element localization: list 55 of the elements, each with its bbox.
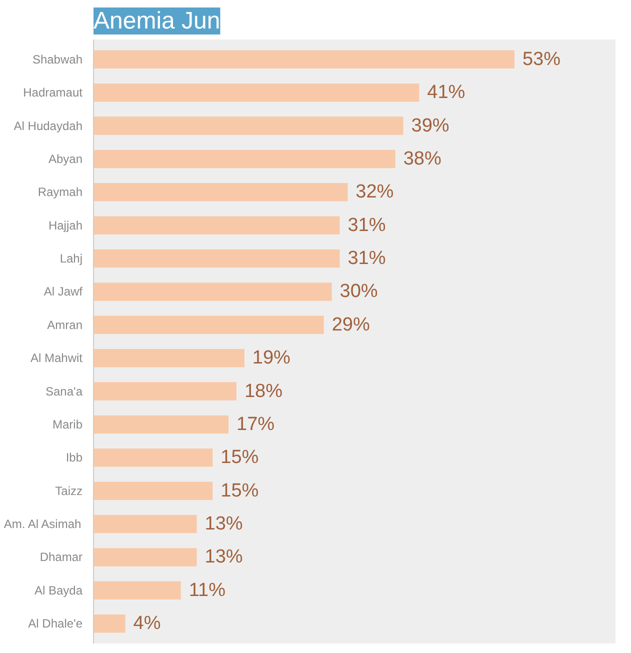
bar <box>94 249 340 268</box>
y-tick-label: Marib <box>52 417 83 432</box>
y-tick-label: Am. Al Asimah <box>4 517 82 532</box>
bar <box>94 316 324 334</box>
bar <box>94 282 332 301</box>
bar <box>94 50 514 69</box>
y-tick-label: Sana'a <box>46 384 83 398</box>
y-tick-label: Al Mahwit <box>30 351 84 366</box>
y-tick-label: Shabwah <box>32 52 83 66</box>
data-label: 15% <box>220 480 259 502</box>
data-label: 31% <box>348 248 386 270</box>
y-tick-label: Al Bayda <box>34 583 83 598</box>
bar <box>94 581 181 600</box>
bar <box>94 183 348 202</box>
data-label: 32% <box>356 182 394 203</box>
y-tick-label: Abyan <box>48 152 83 166</box>
data-label: 29% <box>332 314 370 336</box>
y-tick-label: Lahj <box>60 252 82 266</box>
bar <box>94 83 420 102</box>
data-label: 41% <box>427 82 466 104</box>
y-tick-label: Amran <box>47 318 82 332</box>
data-label: 4% <box>133 613 161 634</box>
data-label: 19% <box>252 348 291 369</box>
data-label: 13% <box>204 546 243 568</box>
y-tick-label: Ibb <box>66 450 83 465</box>
y-tick-label: Al Dhale'e <box>28 616 83 631</box>
data-label: 30% <box>340 281 378 302</box>
bar <box>94 116 404 135</box>
bar <box>94 216 340 234</box>
bar <box>94 614 126 633</box>
data-label: 11% <box>188 580 226 601</box>
data-label: 15% <box>220 447 259 468</box>
bar <box>94 382 236 400</box>
data-label: 53% <box>522 48 561 70</box>
y-tick-label: Al Jawf <box>44 284 84 299</box>
bar <box>94 415 229 434</box>
chart-title: Anemia Jun <box>94 8 220 34</box>
bar <box>94 348 244 368</box>
data-label: 38% <box>403 148 442 170</box>
data-label: 17% <box>236 414 275 435</box>
y-tick-label: Al Hudaydah <box>14 118 83 133</box>
y-tick-label: Taizz <box>55 484 83 498</box>
data-label: 39% <box>411 115 450 136</box>
y-tick-label: Raymah <box>38 185 83 200</box>
y-tick-label: Dhamar <box>40 550 83 564</box>
bar <box>94 482 213 500</box>
data-label: 18% <box>244 380 283 402</box>
y-tick-label: Hajjah <box>48 218 83 232</box>
data-label: 31% <box>348 214 386 236</box>
bar <box>94 514 197 534</box>
y-tick-label: Hadramaut <box>23 86 84 100</box>
bar <box>94 150 396 168</box>
data-label: 13% <box>204 514 243 535</box>
bar <box>94 448 213 467</box>
bar <box>94 548 197 566</box>
